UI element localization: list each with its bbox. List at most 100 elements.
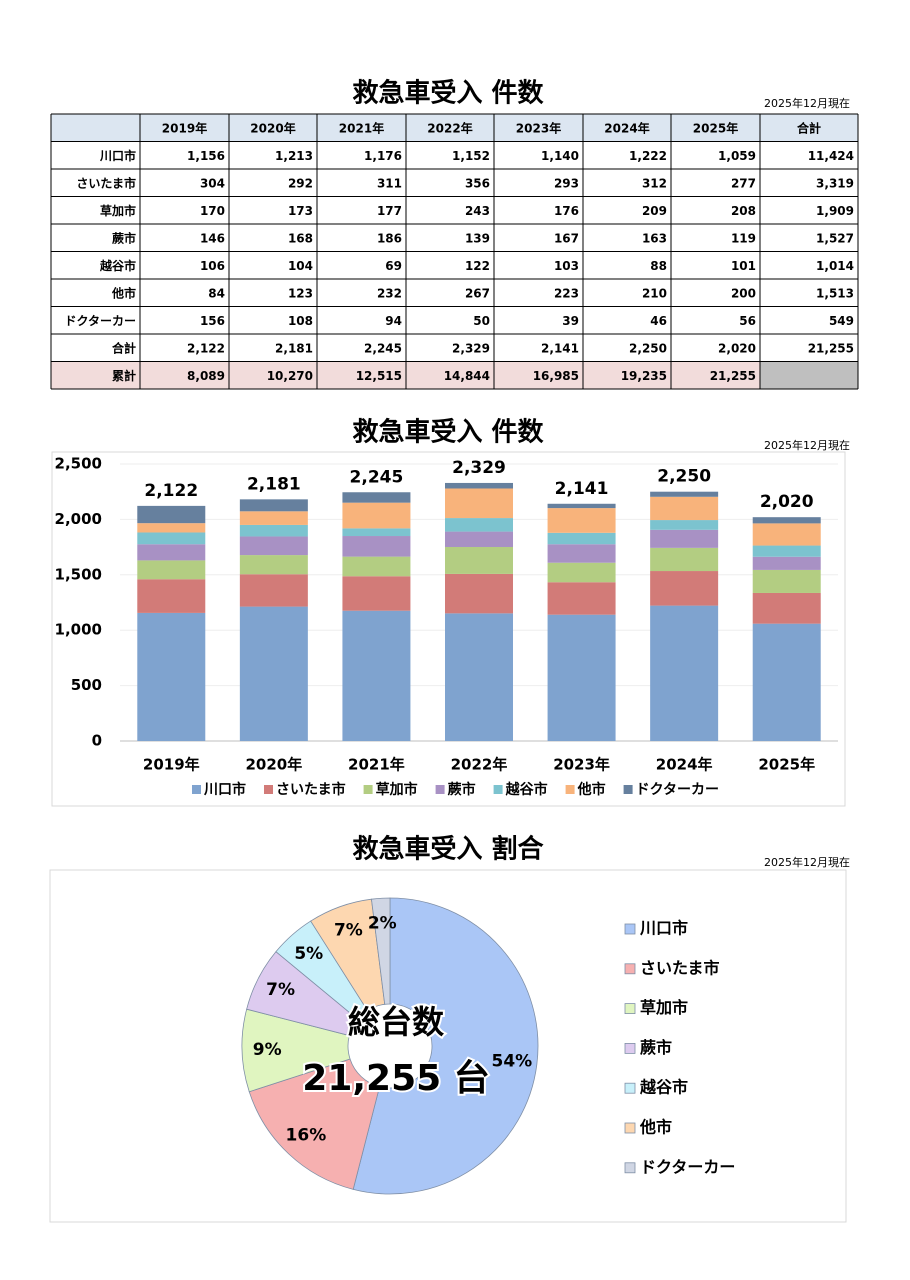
table-cell: 1,909 bbox=[816, 204, 854, 218]
bar-segment bbox=[752, 623, 821, 741]
legend-swatch bbox=[264, 785, 273, 794]
bar-segment bbox=[342, 610, 411, 741]
bar-segment bbox=[239, 555, 308, 575]
chart-frame bbox=[51, 451, 846, 807]
bar-segment bbox=[239, 536, 308, 556]
table-cell: 103 bbox=[554, 259, 579, 273]
row-label: 合計 bbox=[112, 340, 136, 355]
y-tick-label: 2,500 bbox=[55, 455, 102, 473]
table-cell: 243 bbox=[465, 204, 490, 218]
chart-note: 2025年12月現在 bbox=[764, 438, 850, 452]
header-cell: 合計 bbox=[797, 120, 821, 135]
bar-segment bbox=[650, 520, 719, 530]
center-title: 総台数 bbox=[348, 1003, 445, 1041]
table-cell: 108 bbox=[288, 314, 313, 328]
table-cell: 167 bbox=[554, 231, 579, 245]
table-cell: 2,250 bbox=[629, 341, 667, 355]
slice-label: 2% bbox=[368, 913, 397, 933]
x-tick-label: 2019年 bbox=[143, 756, 200, 774]
table-row bbox=[51, 141, 858, 169]
table-cell: 1,152 bbox=[452, 149, 490, 163]
bar-segment bbox=[547, 562, 616, 583]
total-label: 2,250 bbox=[657, 467, 711, 487]
bar-segment bbox=[650, 491, 719, 497]
table-cell: 177 bbox=[377, 204, 402, 218]
bar-segment bbox=[239, 499, 308, 512]
table-cell: 50 bbox=[473, 314, 490, 328]
bar-segment bbox=[137, 523, 206, 533]
table-row bbox=[51, 334, 858, 362]
slice-label: 7% bbox=[266, 980, 295, 1000]
table-cell: 2,245 bbox=[364, 341, 402, 355]
bar-segment bbox=[342, 502, 411, 529]
x-tick-label: 2023年 bbox=[553, 756, 610, 774]
legend-swatch bbox=[624, 1043, 636, 1054]
bar-segment bbox=[547, 503, 616, 509]
bar-segment bbox=[650, 529, 719, 548]
table-cell: 2,181 bbox=[275, 341, 313, 355]
legend-label: 川口市 bbox=[203, 781, 246, 798]
table-cell: 56 bbox=[739, 314, 756, 328]
table-cell: 14,844 bbox=[444, 369, 490, 383]
y-tick-label: 1,000 bbox=[55, 621, 102, 639]
bar-segment bbox=[239, 574, 308, 607]
legend-label: さいたま市 bbox=[276, 781, 346, 798]
row-label: さいたま市 bbox=[76, 175, 136, 190]
y-tick-label: 2,000 bbox=[55, 510, 102, 528]
table-cell: 312 bbox=[642, 176, 667, 190]
bar-segment bbox=[137, 544, 206, 561]
table-cell: 122 bbox=[465, 259, 490, 273]
table-cell: 69 bbox=[385, 259, 402, 273]
center-total: 21,255 台 bbox=[302, 1058, 489, 1099]
bar-segment bbox=[445, 613, 513, 741]
legend-swatch bbox=[624, 1082, 636, 1094]
pie-slice bbox=[371, 897, 391, 1005]
legend-label: 蕨市 bbox=[640, 1038, 672, 1057]
table-cell: 106 bbox=[200, 259, 225, 273]
bar-segment bbox=[239, 511, 308, 525]
legend-swatch bbox=[623, 785, 633, 794]
slice-label: 5% bbox=[294, 944, 323, 964]
x-tick-label: 2021年 bbox=[348, 756, 405, 774]
legend-label: 他市 bbox=[577, 781, 606, 798]
bar-segment bbox=[445, 546, 513, 574]
table-cell: 186 bbox=[377, 231, 402, 245]
legend-swatch bbox=[624, 963, 636, 975]
bar-segment bbox=[752, 592, 821, 624]
table-cell: 11,424 bbox=[808, 149, 854, 163]
total-label: 2,141 bbox=[555, 479, 609, 499]
table-cell: 292 bbox=[288, 176, 313, 190]
y-tick-label: 1,500 bbox=[55, 565, 102, 583]
table-cell: 1,059 bbox=[718, 149, 756, 163]
table-cell: 173 bbox=[288, 204, 313, 218]
bar-segment bbox=[445, 531, 513, 547]
row-label: 越谷市 bbox=[99, 258, 136, 273]
table-cell: 200 bbox=[731, 286, 756, 300]
bar-segment bbox=[547, 508, 616, 533]
bar-segment bbox=[445, 518, 513, 532]
table-cell: 19,235 bbox=[621, 369, 667, 383]
bar-segment bbox=[137, 612, 206, 741]
legend-swatch bbox=[624, 1003, 636, 1014]
table-cell: 101 bbox=[731, 259, 756, 273]
chart-note: 2025年12月現在 bbox=[764, 855, 850, 869]
bar-segment bbox=[137, 505, 206, 524]
bar-segment bbox=[752, 545, 821, 557]
table-row bbox=[51, 196, 858, 224]
bar-segment bbox=[342, 576, 411, 611]
table-cell: 94 bbox=[385, 314, 402, 328]
total-label: 2,122 bbox=[144, 481, 198, 501]
bar-segment bbox=[650, 496, 719, 521]
bar-segment bbox=[650, 571, 719, 606]
table-cell: 210 bbox=[642, 286, 667, 300]
table-cell: 119 bbox=[731, 231, 756, 245]
table-cell: 293 bbox=[554, 176, 579, 190]
table-cell: 1,014 bbox=[816, 259, 854, 273]
header-cell: 2022年 bbox=[427, 120, 472, 135]
table-cell: 163 bbox=[642, 231, 667, 245]
row-label: 草加市 bbox=[100, 203, 136, 218]
header-cell: 2019年 bbox=[162, 120, 207, 135]
table-cell: 123 bbox=[288, 286, 313, 300]
bar-segment bbox=[137, 560, 206, 580]
chart-title: 救急車受入 件数 bbox=[352, 417, 544, 448]
